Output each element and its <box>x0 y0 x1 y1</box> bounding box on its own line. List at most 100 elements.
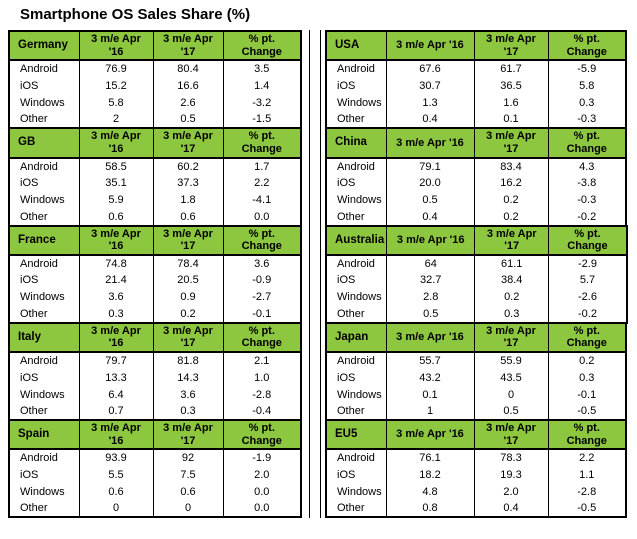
table-row: Windows 2.8 0.2 -2.6 <box>325 288 628 306</box>
table-row: Android 58.5 60.2 1.7 <box>8 157 302 175</box>
value-cell: 38.4 <box>474 271 550 289</box>
os-label: Android <box>325 449 387 467</box>
os-label: iOS <box>325 271 388 289</box>
value-cell: 1 <box>385 403 475 421</box>
table-row: Windows 0.5 0.2 -0.3 <box>325 191 627 209</box>
value-cell: 58.5 <box>78 157 154 175</box>
value-cell: 0.0 <box>222 500 302 518</box>
value-cell: 55.9 <box>473 352 549 370</box>
column-header-apr17: 3 m/e Apr '17 <box>473 420 549 451</box>
os-label: Windows <box>325 191 387 209</box>
value-cell: 0.2 <box>547 352 627 370</box>
value-cell: -1.5 <box>222 111 302 129</box>
value-cell: -2.8 <box>547 483 627 501</box>
table-row: Other 0.4 0.1 -0.3 <box>325 111 627 129</box>
column-header-apr17: 3 m/e Apr '17 <box>473 31 549 62</box>
table-italy: Italy 3 m/e Apr '16 3 m/e Apr '17% pt. Cha… <box>8 321 302 422</box>
table-row: Android 67.6 61.7 -5.9 <box>325 60 627 78</box>
os-label: Windows <box>325 483 387 501</box>
value-cell: 2.2 <box>547 449 627 467</box>
column-header-apr17: 3 m/e Apr '17 <box>152 420 224 451</box>
value-cell: 32.7 <box>386 271 476 289</box>
os-label: iOS <box>8 271 80 289</box>
os-label: Other <box>325 111 387 129</box>
os-label: Android <box>8 449 80 467</box>
value-cell: 4.3 <box>547 157 627 175</box>
value-cell: 0.3 <box>547 369 627 387</box>
value-cell: 1.3 <box>385 94 475 112</box>
value-cell: 6.4 <box>78 386 154 404</box>
value-cell: 0.1 <box>473 111 549 129</box>
table-row: Android 76.1 78.3 2.2 <box>325 449 627 467</box>
table-row: Other 1 0.5 -0.5 <box>325 403 627 421</box>
value-cell: 20.5 <box>152 271 224 289</box>
column-header-apr17: 3 m/e Apr '17 <box>152 31 224 62</box>
value-cell: -0.1 <box>222 305 302 323</box>
table-france: France 3 m/e Apr '16 3 m/e Apr '17% pt. Ch… <box>8 224 302 324</box>
table-row: Other 0.6 0.6 0.0 <box>8 208 302 226</box>
divider-strip <box>309 30 321 519</box>
column-header-change: % pt. Change <box>547 31 627 62</box>
value-cell: -2.9 <box>548 254 628 272</box>
os-label: iOS <box>8 369 80 387</box>
os-label: iOS <box>325 466 387 484</box>
table-japan: Japan 3 m/e Apr '16 3 m/e Apr '17% pt. Cha… <box>325 321 627 422</box>
value-cell: -0.4 <box>222 403 302 421</box>
table-row: Windows 0.6 0.6 0.0 <box>8 483 302 501</box>
os-label: Android <box>325 60 387 78</box>
value-cell: 81.8 <box>152 352 224 370</box>
column-header-change: % pt. Change <box>548 225 628 256</box>
os-label: iOS <box>325 77 387 95</box>
value-cell: 0.9 <box>152 288 224 306</box>
os-label: iOS <box>325 174 387 192</box>
os-label: iOS <box>8 174 80 192</box>
value-cell: 0.0 <box>222 483 302 501</box>
os-label: Other <box>8 305 80 323</box>
value-cell: 0.2 <box>152 305 224 323</box>
value-cell: 5.8 <box>547 77 627 95</box>
column-header-change: % pt. Change <box>222 31 302 62</box>
table-row: Other 0.3 0.2 -0.1 <box>8 305 302 323</box>
value-cell: 93.9 <box>78 449 154 467</box>
value-cell: -0.2 <box>547 208 627 226</box>
page-title: Smartphone OS Sales Share (%) <box>20 6 251 23</box>
value-cell: 0.0 <box>222 208 302 226</box>
column-header-change: % pt. Change <box>547 420 627 451</box>
column-header-change: % pt. Change <box>222 128 302 159</box>
value-cell: 0.3 <box>474 305 550 323</box>
region-label-australia: Australia <box>325 225 388 256</box>
value-cell: 0.3 <box>152 403 224 421</box>
os-label: Other <box>8 500 80 518</box>
table-row: iOS 32.7 38.4 5.7 <box>325 271 628 289</box>
column-header-apr16: 3 m/e Apr '16 <box>385 420 475 451</box>
value-cell: -0.5 <box>547 403 627 421</box>
value-cell: 0.4 <box>385 208 475 226</box>
table-row: iOS 35.1 37.3 2.2 <box>8 174 302 192</box>
table-china: China 3 m/e Apr '16 3 m/e Apr '17% pt. Cha… <box>325 127 627 227</box>
table-usa: USA 3 m/e Apr '16 3 m/e Apr '17% pt. Chang… <box>325 30 627 130</box>
value-cell: 0 <box>152 500 224 518</box>
value-cell: 0.6 <box>152 208 224 226</box>
os-label: Windows <box>8 94 80 112</box>
table-row: Windows 3.6 0.9 -2.7 <box>8 288 302 306</box>
value-cell: 0.4 <box>473 500 549 518</box>
value-cell: 0.1 <box>385 386 475 404</box>
value-cell: 1.6 <box>473 94 549 112</box>
column-header-apr16: 3 m/e Apr '16 <box>78 31 154 62</box>
value-cell: 43.5 <box>473 369 549 387</box>
value-cell: -4.1 <box>222 191 302 209</box>
column-header-change: % pt. Change <box>547 322 627 354</box>
column-header-apr17: 3 m/e Apr '17 <box>152 128 224 159</box>
value-cell: 3.6 <box>78 288 154 306</box>
table-row: iOS 30.7 36.5 5.8 <box>325 77 627 95</box>
value-cell: 30.7 <box>385 77 475 95</box>
value-cell: 14.3 <box>152 369 224 387</box>
value-cell: 79.7 <box>78 352 154 370</box>
value-cell: 61.1 <box>474 254 550 272</box>
value-cell: 0.8 <box>385 500 475 518</box>
header-row-gb: GB 3 m/e Apr '16 3 m/e Apr '17% pt. Change <box>8 128 302 159</box>
value-cell: 83.4 <box>473 157 549 175</box>
value-cell: 0.2 <box>474 288 550 306</box>
table-row: Windows 0.1 0 -0.1 <box>325 386 627 404</box>
column-header-apr17: 3 m/e Apr '17 <box>474 225 550 256</box>
